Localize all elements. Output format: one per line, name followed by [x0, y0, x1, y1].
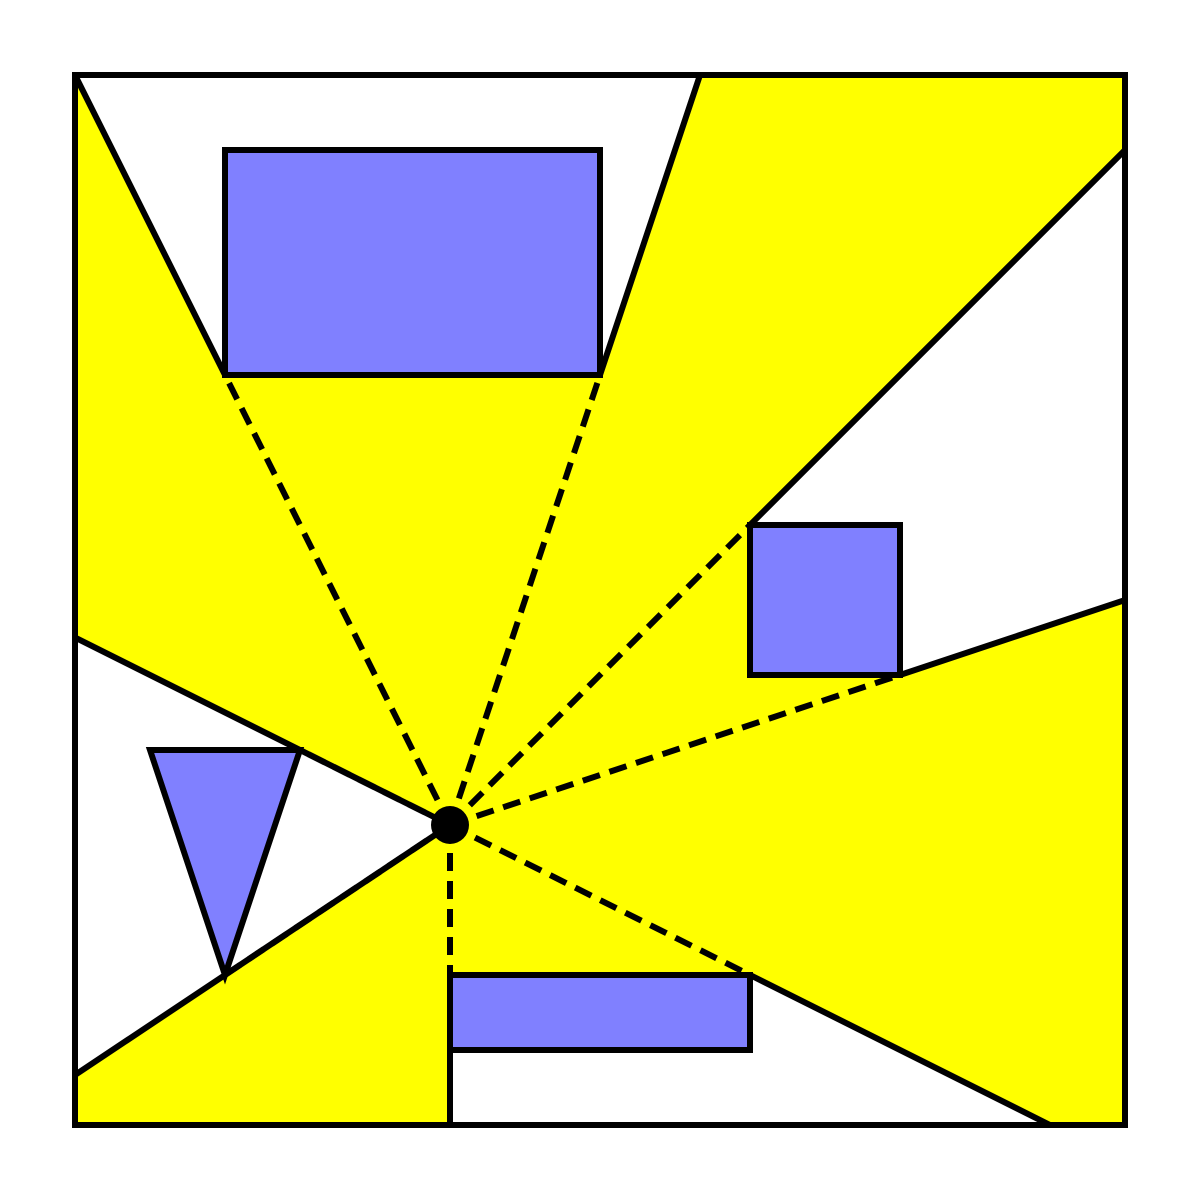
sight-line: [223, 822, 452, 978]
sight-line: [447, 522, 753, 828]
sight-lines: [222, 373, 901, 978]
sight-line: [447, 374, 603, 826]
obstacle-right-square: [747, 522, 903, 678]
obstacle-left-triangle: [145, 747, 305, 985]
viewpoint-dot: [431, 806, 469, 844]
obstacle-bottom-rectangle: [447, 972, 753, 1053]
room-border: [72, 72, 1128, 1128]
obstacle-top-rectangle: [222, 147, 603, 378]
sight-line: [449, 672, 901, 828]
